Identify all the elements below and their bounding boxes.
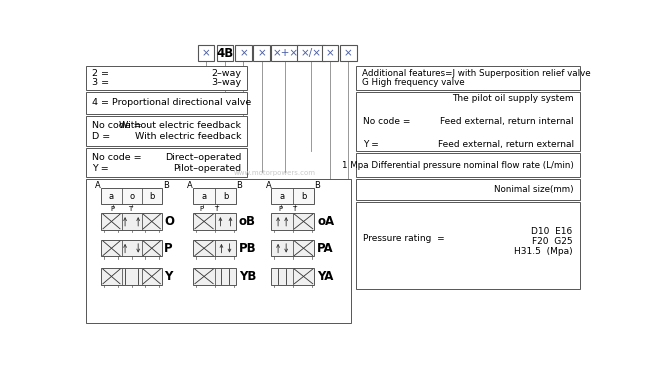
Bar	[86, 92, 248, 114]
Bar	[272, 188, 314, 204]
Text: 1 Mpa Differential pressure nominal flow rate (L/min): 1 Mpa Differential pressure nominal flow…	[342, 161, 574, 169]
Text: ×/×: ×/×	[300, 48, 322, 58]
Text: Y =: Y =	[92, 164, 109, 172]
Text: T: T	[128, 206, 133, 213]
Bar	[193, 188, 236, 204]
Text: a: a	[202, 192, 207, 201]
Text: The pilot oil supply system: The pilot oil supply system	[452, 94, 574, 102]
Text: Without electric feedback: Without electric feedback	[120, 121, 241, 130]
Bar	[272, 240, 314, 257]
Text: No code =: No code =	[363, 117, 411, 126]
Bar	[322, 45, 339, 61]
Text: B: B	[236, 181, 242, 190]
Text: b: b	[149, 192, 155, 201]
Bar	[254, 45, 270, 61]
Bar	[272, 268, 314, 285]
Bar	[356, 67, 580, 90]
Text: A: A	[187, 181, 193, 190]
Text: No code =: No code =	[92, 153, 142, 162]
Bar	[198, 45, 214, 61]
Text: o: o	[129, 192, 134, 201]
Text: F20  G25: F20 G25	[532, 237, 573, 246]
Text: Y =: Y =	[363, 140, 379, 149]
Text: No code =: No code =	[92, 121, 142, 130]
Bar	[86, 179, 351, 324]
Text: T: T	[214, 206, 218, 213]
Bar	[340, 45, 357, 61]
Text: O: O	[164, 215, 174, 228]
Text: P: P	[164, 242, 173, 255]
Text: PB: PB	[239, 242, 257, 255]
Bar	[101, 188, 162, 204]
Bar	[101, 240, 162, 257]
Bar	[193, 213, 236, 229]
Text: a: a	[280, 192, 285, 201]
Text: With electric feedback: With electric feedback	[135, 132, 241, 141]
Bar	[193, 240, 236, 257]
Bar	[356, 202, 580, 289]
Text: 2 =: 2 =	[92, 69, 109, 78]
Bar	[193, 268, 236, 285]
Text: B: B	[315, 181, 320, 190]
Bar	[101, 268, 162, 285]
Bar	[297, 45, 325, 61]
Text: D =: D =	[92, 132, 111, 141]
Text: A: A	[265, 181, 271, 190]
Bar	[216, 45, 233, 61]
Text: b: b	[223, 192, 228, 201]
Bar	[86, 116, 248, 146]
Text: D10  E16: D10 E16	[531, 227, 573, 236]
Text: 2–way: 2–way	[211, 69, 241, 78]
Text: ×: ×	[202, 48, 211, 58]
Bar	[101, 213, 162, 229]
Text: Y: Y	[164, 270, 173, 283]
Text: ×: ×	[239, 48, 248, 58]
Text: Pressure rating  =: Pressure rating =	[363, 234, 445, 243]
Bar	[272, 45, 299, 61]
Text: A: A	[94, 181, 100, 190]
Text: Direct–operated: Direct–operated	[165, 153, 241, 162]
Text: oA: oA	[317, 215, 334, 228]
Text: Feed external, return internal: Feed external, return internal	[440, 117, 574, 126]
Text: YA: YA	[317, 270, 333, 283]
Text: 4B: 4B	[216, 47, 233, 60]
Bar	[356, 179, 580, 200]
Text: Feed external, return external: Feed external, return external	[438, 140, 574, 149]
Text: T: T	[292, 206, 296, 213]
Text: ×: ×	[257, 48, 266, 58]
Text: b: b	[301, 192, 306, 201]
Text: P: P	[111, 206, 114, 213]
Bar	[86, 67, 248, 90]
Text: Nonimal size(mm): Nonimal size(mm)	[494, 185, 574, 194]
Text: PA: PA	[317, 242, 333, 255]
Text: oB: oB	[239, 215, 256, 228]
Text: Additional features=J with Superposition relief valve: Additional features=J with Superposition…	[362, 69, 590, 78]
Text: B: B	[163, 181, 169, 190]
Bar	[356, 153, 580, 177]
Text: G High frequency valve: G High frequency valve	[362, 78, 465, 87]
Text: 3–way: 3–way	[211, 78, 241, 87]
Text: P: P	[200, 206, 204, 213]
Bar	[86, 148, 248, 177]
Bar	[235, 45, 252, 61]
Text: www.motorpowers.com: www.motorpowers.com	[234, 170, 316, 176]
Text: ×: ×	[344, 48, 352, 58]
Text: a: a	[109, 192, 114, 201]
Bar	[272, 213, 314, 229]
Text: P: P	[278, 206, 282, 213]
Text: H31.5  (Mpa): H31.5 (Mpa)	[514, 247, 573, 256]
Text: ×: ×	[326, 48, 335, 58]
Text: Pilot–operated: Pilot–operated	[174, 164, 241, 172]
Text: 3 =: 3 =	[92, 78, 109, 87]
Text: YB: YB	[239, 270, 256, 283]
Text: ×+×: ×+×	[272, 48, 298, 58]
Text: 4 = Proportional directional valve: 4 = Proportional directional valve	[92, 98, 252, 107]
Bar	[356, 92, 580, 151]
